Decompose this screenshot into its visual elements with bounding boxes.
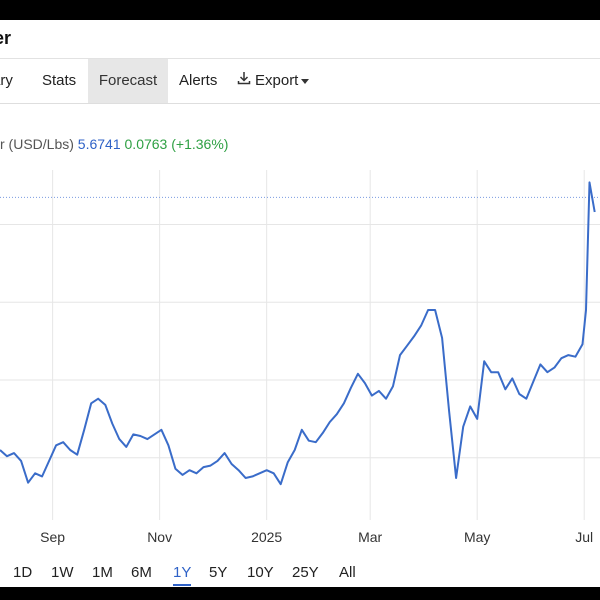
- range-1w[interactable]: 1W: [51, 564, 74, 581]
- page-title: er: [0, 28, 12, 48]
- quote-price: 5.6741: [77, 136, 121, 152]
- tab-summary[interactable]: ary: [0, 72, 13, 89]
- quote-label: r (USD/Lbs): [0, 136, 74, 152]
- range-25y[interactable]: 25Y: [292, 564, 319, 581]
- quote-line: r (USD/Lbs) 5.6741 0.0763 (+1.36%): [0, 136, 228, 152]
- download-icon: [237, 59, 251, 103]
- x-tick-label: May: [464, 529, 490, 545]
- export-label: Export: [255, 72, 299, 89]
- range-5y[interactable]: 5Y: [209, 564, 228, 581]
- quote-change: 0.0763: [124, 136, 168, 152]
- quote-change-pct: (+1.36%): [171, 136, 229, 152]
- x-tick-label: Nov: [147, 529, 172, 545]
- price-chart[interactable]: Sep Nov 2025 Mar May Jul: [0, 170, 600, 562]
- range-6m[interactable]: 6M: [131, 564, 152, 581]
- tab-bar: ary Stats Forecast Alerts Export: [0, 59, 600, 103]
- x-tick-label: 2025: [251, 529, 282, 545]
- tab-alerts[interactable]: Alerts: [179, 72, 218, 89]
- x-tick-label: Sep: [40, 529, 65, 545]
- header-divider: [0, 58, 600, 59]
- tab-stats[interactable]: Stats: [42, 72, 77, 89]
- app-window: er ary Stats Forecast Alerts Export r (U…: [0, 20, 600, 587]
- export-menu[interactable]: Export: [237, 59, 310, 103]
- range-selector: 1D 1W 1M 6M 1Y 5Y 10Y 25Y All: [0, 562, 600, 586]
- tab-divider: [0, 103, 600, 104]
- range-1m[interactable]: 1M: [92, 564, 113, 581]
- range-10y[interactable]: 10Y: [247, 564, 274, 581]
- range-1d[interactable]: 1D: [13, 564, 33, 581]
- x-tick-label: Mar: [358, 529, 382, 545]
- price-line: [0, 181, 596, 486]
- range-all[interactable]: All: [339, 564, 356, 581]
- range-1y[interactable]: 1Y: [173, 562, 192, 586]
- chevron-down-icon: [301, 78, 310, 84]
- x-tick-label: Jul: [575, 529, 593, 545]
- tab-forecast[interactable]: Forecast: [88, 59, 168, 103]
